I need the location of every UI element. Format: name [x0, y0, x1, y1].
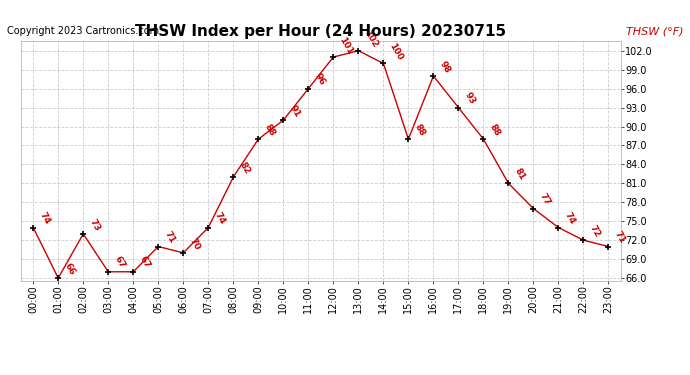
Text: 72: 72 — [588, 224, 602, 239]
Text: 98: 98 — [437, 59, 452, 75]
Text: 74: 74 — [37, 211, 52, 226]
Text: 88: 88 — [262, 122, 277, 138]
Text: 93: 93 — [462, 91, 477, 106]
Text: 71: 71 — [613, 230, 627, 245]
Text: 70: 70 — [188, 236, 201, 252]
Text: 91: 91 — [288, 104, 302, 119]
Text: 81: 81 — [513, 166, 526, 182]
Text: 73: 73 — [88, 217, 101, 232]
Text: 77: 77 — [538, 192, 552, 207]
Text: 66: 66 — [62, 261, 77, 277]
Text: 96: 96 — [313, 72, 326, 87]
Text: 74: 74 — [213, 211, 226, 226]
Text: Copyright 2023 Cartronics.com: Copyright 2023 Cartronics.com — [7, 26, 159, 36]
Text: 88: 88 — [413, 122, 426, 138]
Text: THSW (°F): THSW (°F) — [626, 26, 683, 36]
Text: 67: 67 — [137, 255, 152, 270]
Text: 82: 82 — [237, 160, 252, 176]
Text: 71: 71 — [162, 230, 177, 245]
Text: 88: 88 — [488, 122, 502, 138]
Text: 100: 100 — [388, 42, 404, 62]
Text: 74: 74 — [562, 211, 577, 226]
Text: 67: 67 — [112, 255, 126, 270]
Text: 102: 102 — [362, 29, 380, 50]
Text: 101: 101 — [337, 35, 355, 56]
Title: THSW Index per Hour (24 Hours) 20230715: THSW Index per Hour (24 Hours) 20230715 — [135, 24, 506, 39]
